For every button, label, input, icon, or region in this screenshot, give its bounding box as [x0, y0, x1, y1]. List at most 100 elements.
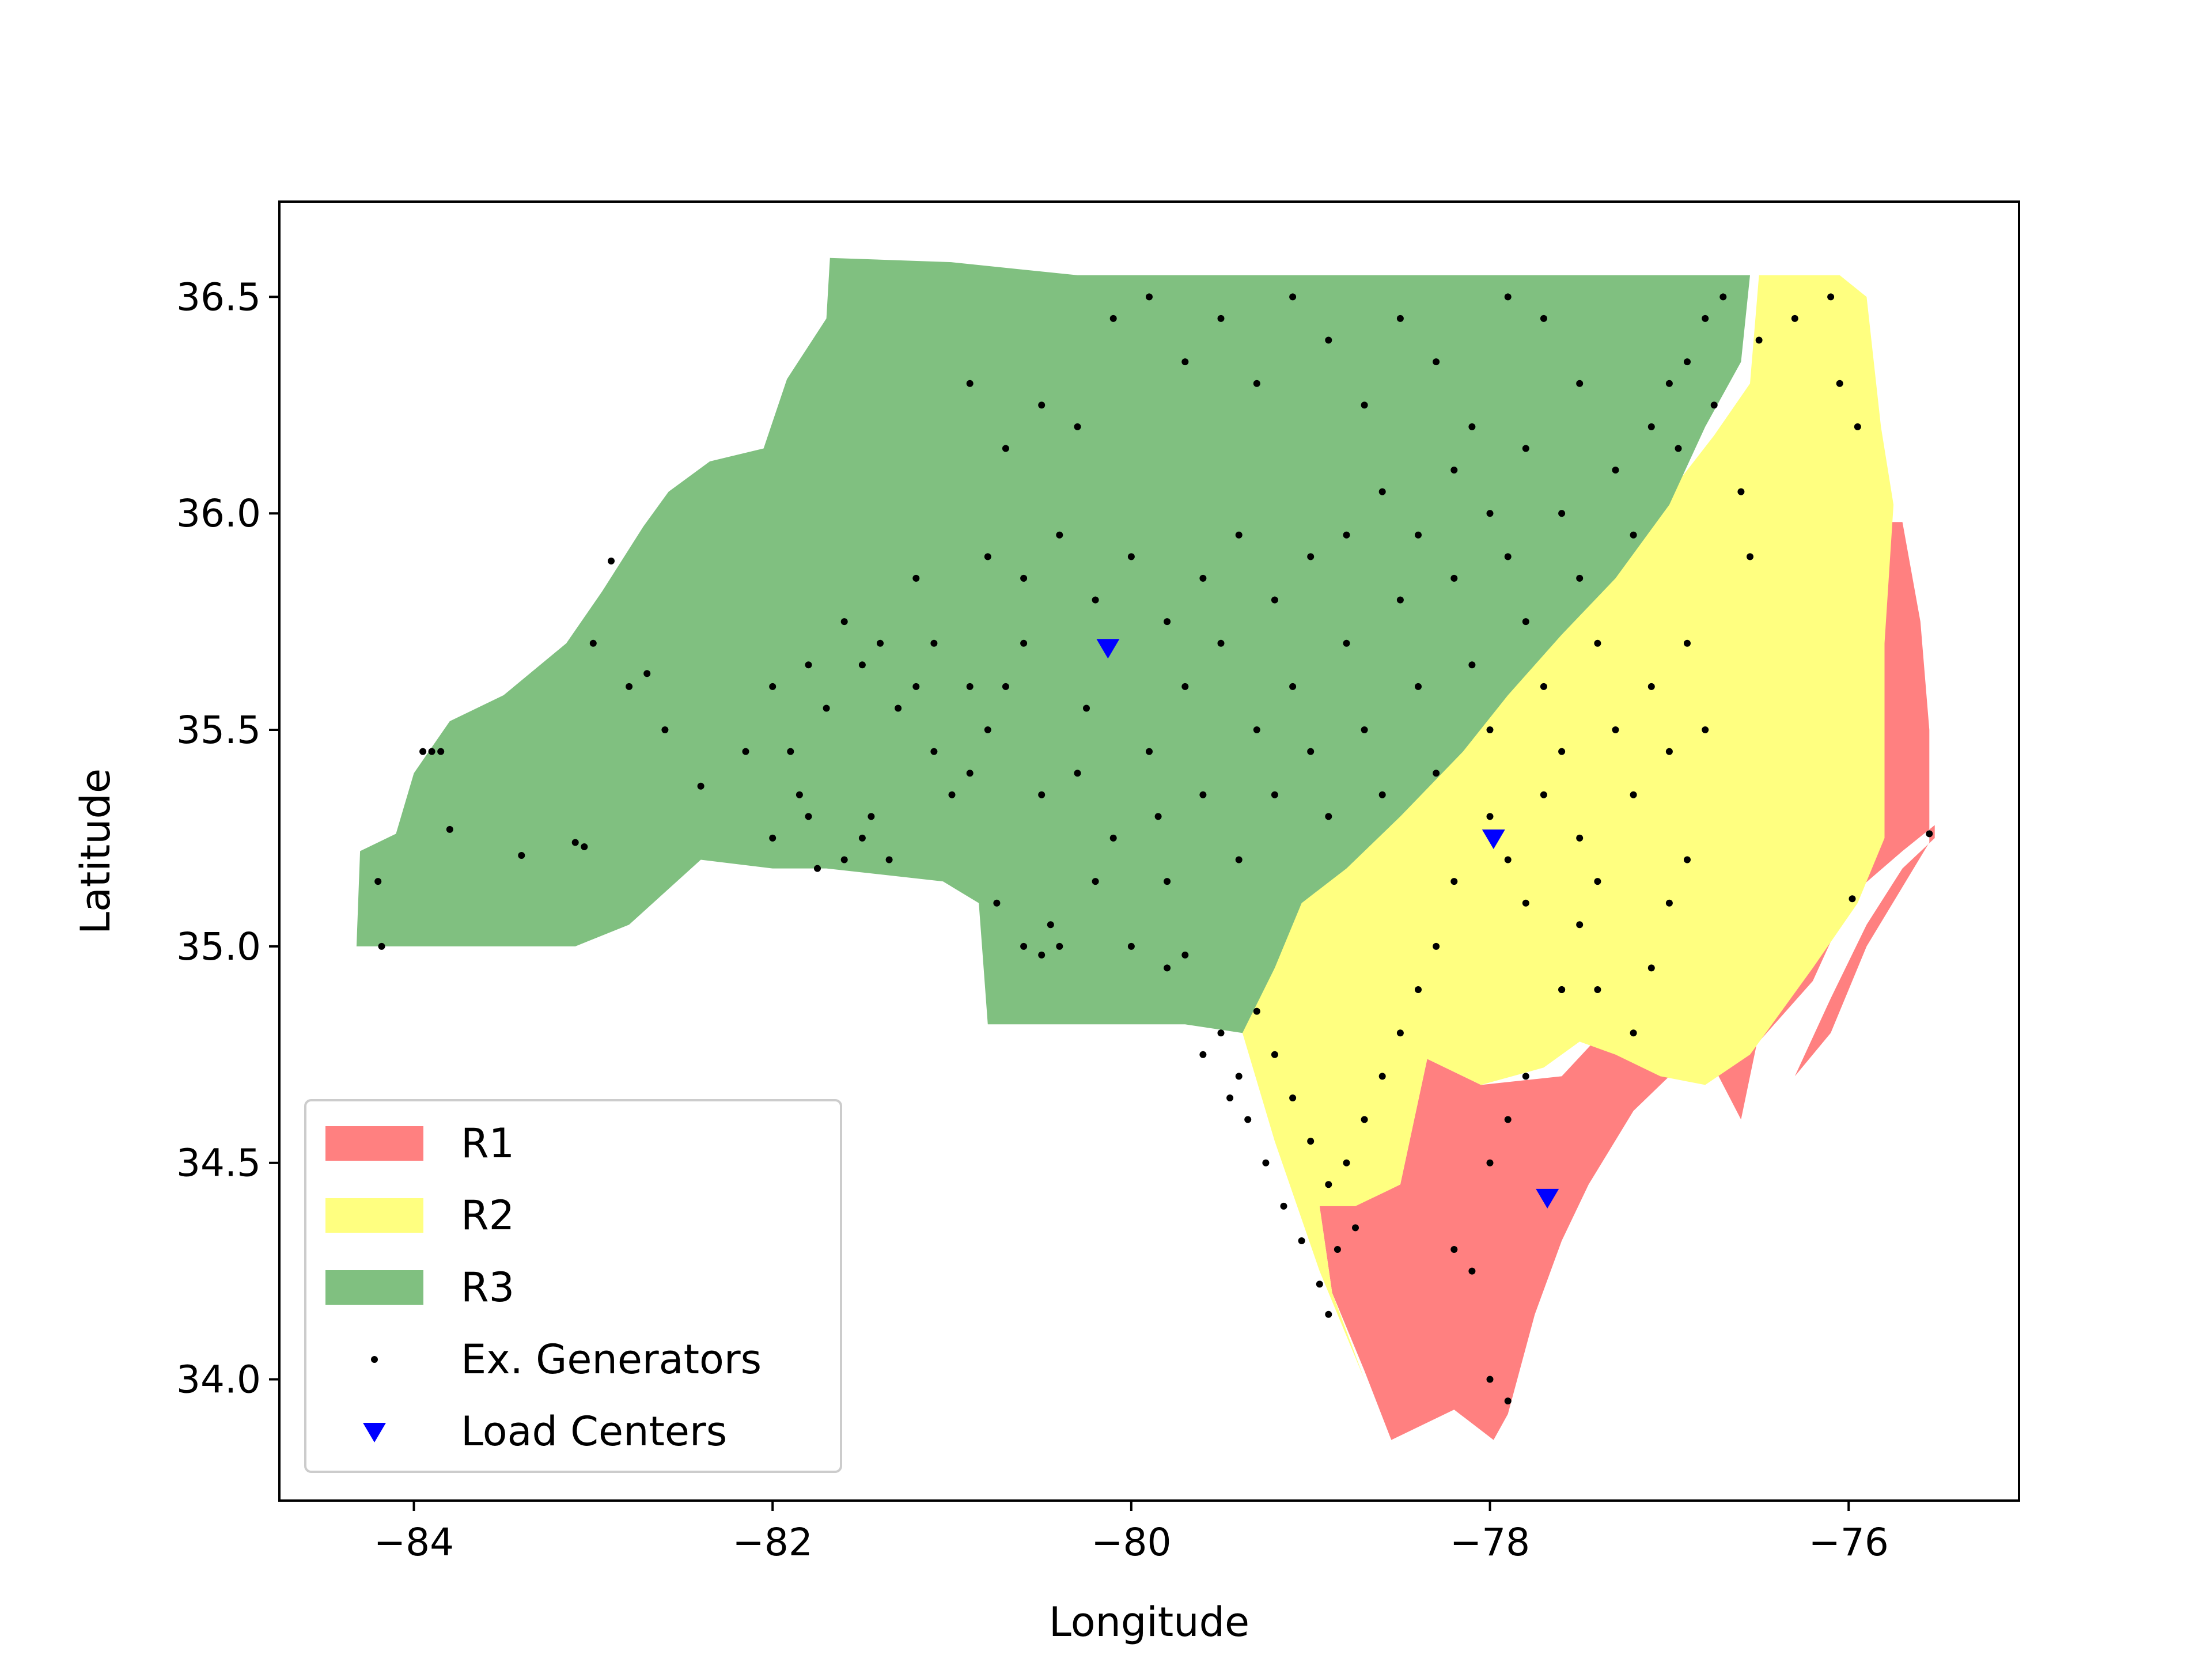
region-r2-polygon-0 [1242, 275, 1894, 1380]
generator-point [805, 813, 812, 820]
y-tick-label: 36.0 [176, 491, 261, 536]
generator-point [1289, 1094, 1297, 1101]
generator-point [1558, 748, 1566, 755]
generator-point [1504, 1397, 1512, 1405]
generator-point [1486, 1376, 1494, 1383]
generator-point [787, 748, 794, 755]
x-axis-ticks: −84 −82 −80 −78 −76 [374, 1501, 1889, 1565]
generator-point [1540, 791, 1547, 798]
legend-label: Ex. Generators [461, 1336, 762, 1383]
generator-point [1684, 639, 1691, 647]
generator-point [1334, 1246, 1341, 1253]
generator-point [1594, 878, 1601, 885]
generator-point [1217, 315, 1225, 322]
generator-point [1747, 553, 1753, 560]
legend-generator-dot [371, 1356, 378, 1363]
generator-point [1092, 878, 1099, 885]
generator-point [1849, 895, 1856, 903]
generator-point [1074, 770, 1081, 777]
generator-point [769, 834, 777, 842]
generator-point [1235, 531, 1243, 539]
legend-label: R2 [461, 1192, 514, 1239]
generator-point [1433, 942, 1440, 950]
generator-point [1710, 402, 1718, 409]
generator-point [1612, 726, 1619, 733]
generator-point [1271, 596, 1278, 604]
y-axis-ticks: 34.0 34.5 35.0 35.5 36.0 36.5 [176, 275, 279, 1402]
generator-point [1199, 574, 1207, 582]
generator-point [1271, 1051, 1278, 1058]
generator-point [1684, 856, 1691, 863]
generator-point [1181, 358, 1189, 366]
generator-point [1226, 1094, 1234, 1101]
generator-point [1468, 423, 1476, 430]
generator-point [1719, 293, 1727, 301]
generator-point [1038, 951, 1046, 959]
generator-point [1164, 964, 1171, 972]
generator-point [966, 770, 974, 777]
generator-point [1307, 553, 1315, 560]
generator-point [1630, 791, 1637, 798]
generator-point [581, 843, 588, 850]
y-tick-label: 36.5 [176, 275, 261, 319]
generator-point [1684, 358, 1691, 366]
generator-point [1271, 791, 1278, 798]
generator-point [1361, 726, 1368, 733]
legend-entries: R1 R2 R3 Ex. Generators Load Centers [325, 1120, 762, 1455]
generator-point [1576, 921, 1584, 929]
generator-point [1343, 639, 1350, 647]
y-tick-label: 35.5 [176, 708, 261, 752]
generator-point [877, 639, 884, 647]
generator-point [1361, 402, 1368, 409]
generator-point [930, 639, 938, 647]
generator-point [1396, 315, 1404, 322]
generator-point [1396, 1029, 1404, 1037]
generator-point [643, 670, 651, 677]
generator-point [1558, 986, 1566, 993]
y-tick-label: 35.0 [176, 925, 261, 969]
generator-point [1450, 1246, 1458, 1253]
generator-point [1343, 531, 1350, 539]
generator-point [1280, 1202, 1287, 1210]
generator-point [1594, 986, 1601, 993]
generator-point [1675, 445, 1682, 452]
generator-point [1450, 574, 1458, 582]
generator-point [1217, 639, 1225, 647]
generator-point [1325, 1181, 1332, 1188]
plot-area [356, 257, 1935, 1440]
generator-point [1630, 531, 1637, 539]
generator-point [1468, 1267, 1476, 1275]
generator-point [1450, 878, 1458, 885]
generator-point [895, 704, 902, 712]
generator-point [1522, 899, 1529, 907]
generator-point [840, 856, 848, 863]
generator-point [1486, 726, 1494, 733]
legend-frame [304, 1099, 842, 1473]
generator-point [1486, 510, 1494, 517]
generator-point [1415, 986, 1422, 993]
legend-load-center-marker [363, 1423, 386, 1442]
x-tick-label: −82 [733, 1520, 813, 1565]
generator-point [1343, 1159, 1350, 1166]
generator-point [1647, 683, 1655, 690]
generator-point [1594, 639, 1601, 647]
generator-point [912, 574, 920, 582]
generator-point [1926, 830, 1933, 838]
y-tick-label: 34.0 [176, 1358, 261, 1402]
legend: R1 R2 R3 Ex. Generators Load Centers [304, 1099, 842, 1473]
generator-point [1154, 813, 1162, 820]
generator-point [1836, 380, 1843, 387]
generator-point [966, 380, 974, 387]
generator-point [1235, 1073, 1243, 1080]
generator-point [1307, 748, 1315, 755]
regions-layer [356, 257, 1935, 1440]
generator-point [1468, 661, 1476, 669]
generator-point [1199, 1051, 1207, 1058]
generator-point [419, 748, 427, 755]
load-center-marker [1482, 829, 1505, 849]
legend-label: R1 [461, 1120, 514, 1167]
generator-point [1325, 813, 1332, 820]
generator-point [1325, 336, 1332, 344]
load-center-marker [1536, 1188, 1559, 1209]
generator-point [1002, 683, 1009, 690]
